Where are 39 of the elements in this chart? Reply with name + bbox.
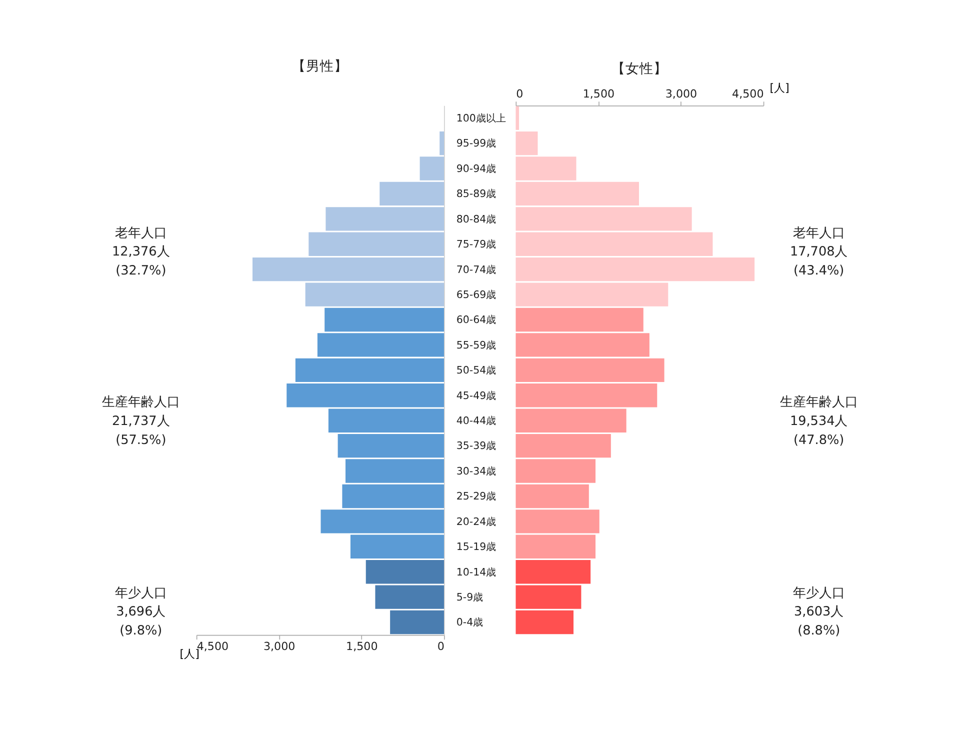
y-tick-label: 20-24歳: [456, 516, 496, 528]
x-tick-label: 0: [516, 87, 524, 100]
text: 年少人口 3,696人 (9.8%): [114, 586, 167, 638]
y-tick-label: 80-84歳: [456, 213, 496, 226]
y-tick-label: 35-39歳: [456, 440, 496, 452]
y-tick-label: 5-9歳: [456, 591, 484, 604]
y-tick-label: 90-94歳: [456, 162, 496, 175]
y-tick-label: 70-74歳: [456, 264, 496, 276]
y-tick-label: 75-79歳: [456, 238, 496, 251]
x-tick-label: 3,000: [263, 640, 296, 653]
y-tick-label: 45-49歳: [456, 390, 496, 402]
y-tick-label: 100歳以上: [456, 112, 506, 124]
x-tick-label: 3,000: [665, 87, 698, 100]
y-tick-label: 15-19歳: [456, 541, 496, 554]
text: 生産年齢人口 21,737人 (57.5%): [102, 394, 180, 448]
text: 老年人口 12,376人 (32.7%): [112, 226, 170, 278]
y-tick-label: 65-69歳: [456, 288, 496, 301]
y-tick-label: 0-4歳: [456, 616, 484, 629]
x-axis-title: [人]: [770, 81, 790, 94]
x-tick-label: 4,500: [196, 640, 229, 653]
x-tick-label: 1,500: [346, 640, 378, 653]
y-tick-label: 85-89歳: [456, 188, 496, 200]
y-tick-label: 25-29歳: [456, 490, 496, 503]
y-tick-label: 50-54歳: [456, 364, 496, 377]
text: 年少人口 3,603人 (8.8%): [792, 586, 845, 638]
x-tick-label: 4,500: [732, 87, 764, 100]
x-tick-label: 0: [437, 640, 444, 653]
y-tick-label: 55-59歳: [456, 339, 496, 352]
y-tick-label: 30-34歳: [456, 465, 496, 478]
text: 老年人口 17,708人 (43.4%): [790, 226, 848, 278]
y-tick-label: 95-99歳: [456, 138, 496, 150]
text: 生産年齢人口 19,534人 (47.8%): [780, 394, 858, 448]
chart-title: 【男性】: [292, 58, 348, 74]
x-tick-label: 1,500: [582, 87, 615, 100]
y-tick-label: 60-64歳: [456, 314, 496, 326]
chart-title: 【女性】: [612, 61, 668, 78]
x-axis-title: [人]: [180, 647, 200, 660]
y-tick-label: 10-14歳: [456, 566, 496, 578]
y-tick-label: 40-44歳: [456, 415, 496, 428]
